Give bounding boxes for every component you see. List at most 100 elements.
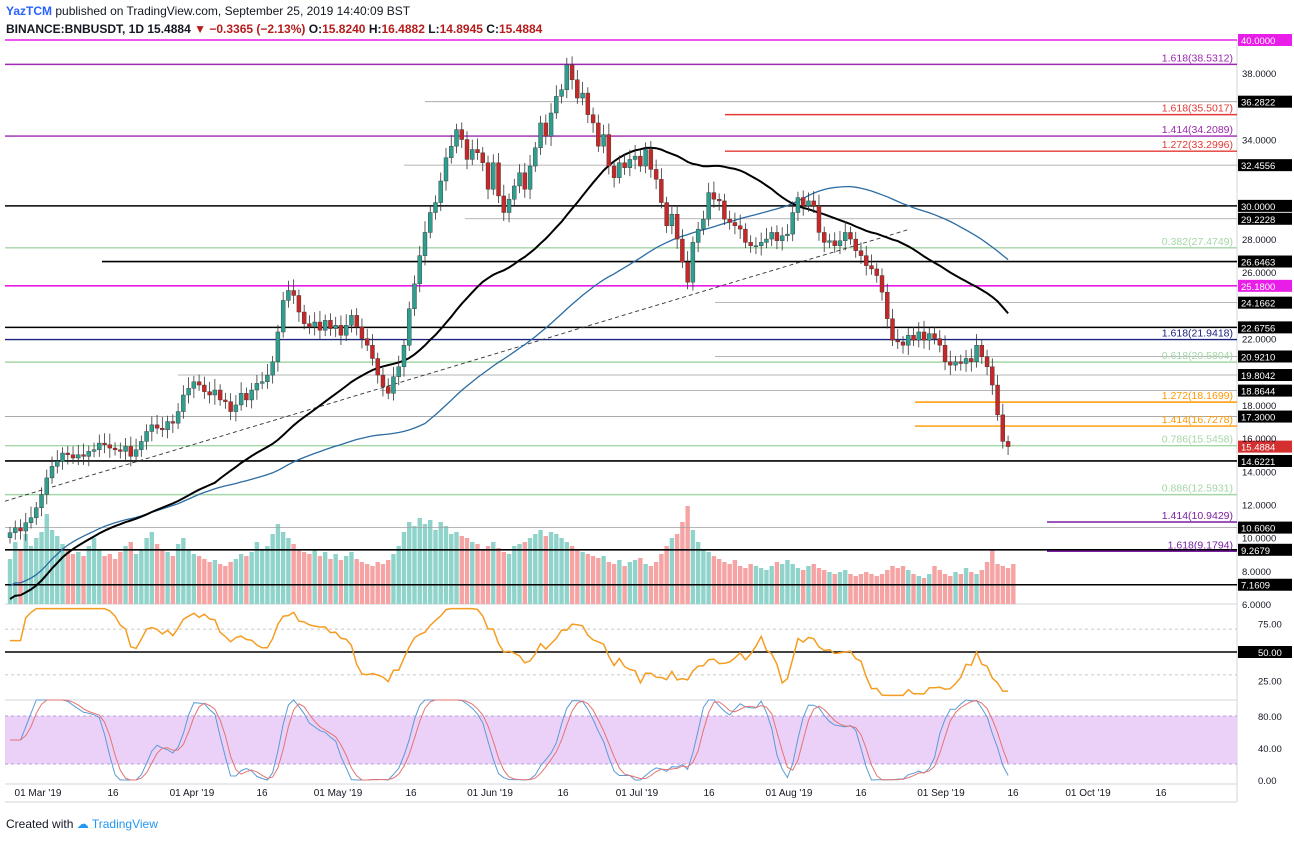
price-tag	[1238, 199, 1292, 212]
volume-bar	[774, 562, 780, 604]
candle	[286, 290, 291, 301]
volume-bar	[590, 556, 596, 604]
volume-bar	[160, 549, 165, 604]
candle	[653, 169, 659, 180]
candle	[543, 122, 549, 137]
candle	[643, 149, 648, 167]
fib-level-label: 0.886(12.5931)	[1162, 483, 1233, 495]
candle	[953, 361, 958, 366]
volume-bar	[921, 578, 927, 604]
volume-bar	[70, 554, 76, 604]
volume-bar	[202, 559, 207, 604]
price-tag-label: 17.3000	[1241, 413, 1275, 424]
candle	[154, 424, 160, 429]
price-tag-label: 18.8644	[1241, 387, 1275, 398]
candle	[843, 232, 848, 241]
volume-bar	[958, 574, 963, 604]
volume-bar	[34, 538, 39, 604]
volume-bar	[674, 534, 680, 604]
candle	[76, 454, 81, 459]
volume-bar	[906, 570, 911, 604]
stoch-k-line	[10, 699, 1009, 781]
author-name[interactable]: YazTCM	[6, 4, 53, 18]
candle	[55, 461, 60, 467]
volume-bar	[18, 549, 23, 604]
close-value: 15.4884	[498, 22, 543, 36]
price-tag-label: 15.4884	[1241, 443, 1275, 454]
candle	[443, 157, 449, 182]
candle	[674, 213, 680, 240]
volume-bar	[422, 524, 428, 604]
stoch-tick-label: 0.00	[1258, 776, 1277, 787]
candle	[548, 112, 554, 137]
rsi-tick-label: 50.00	[1258, 648, 1282, 659]
candle	[485, 162, 491, 190]
volume-bar	[858, 574, 864, 604]
volume-bar	[758, 568, 764, 604]
volume-bar	[207, 562, 212, 604]
volume-bar	[879, 574, 885, 604]
candle	[412, 283, 417, 309]
price-tick-label: 16.0000	[1242, 434, 1276, 445]
volume-bar	[517, 544, 522, 604]
candle	[312, 321, 317, 328]
price-tag-label: 24.1662	[1241, 299, 1275, 310]
candle	[990, 366, 995, 386]
price-tick-label: 10.0000	[1242, 534, 1276, 545]
volume-bar	[454, 532, 459, 604]
time-tick-label: 01 Jul '19	[616, 788, 659, 799]
tradingview-brand[interactable]: TradingView	[91, 817, 158, 831]
volume-bar	[212, 560, 218, 604]
volume-bar	[680, 522, 685, 604]
volume-bar	[265, 546, 270, 604]
time-tick-label: 01 Mar '19	[15, 788, 62, 799]
candle	[65, 452, 70, 455]
candle	[711, 192, 717, 200]
candle	[97, 442, 102, 450]
volume-bar	[170, 556, 176, 604]
price-tag	[1238, 384, 1292, 397]
candle	[921, 331, 927, 341]
candles	[7, 56, 1011, 544]
candle	[858, 250, 864, 256]
candle	[837, 240, 843, 246]
candle	[501, 195, 506, 213]
candle	[459, 129, 464, 140]
volume-bar	[259, 549, 265, 604]
price-tick-label: 22.0000	[1242, 335, 1276, 346]
symbol-name[interactable]: BINANCE:BNBUSDT, 1D	[6, 22, 145, 36]
candle	[554, 96, 559, 114]
volume-bar	[438, 522, 443, 604]
candle	[265, 374, 270, 382]
volume-bar	[44, 514, 49, 604]
candle	[307, 323, 312, 328]
candle	[575, 79, 580, 99]
candle	[753, 245, 759, 247]
volume-bar	[664, 546, 669, 604]
candle	[701, 218, 706, 230]
volume-bar	[280, 532, 286, 604]
volume-bar	[543, 536, 549, 604]
price-tag	[1238, 521, 1292, 534]
candle	[895, 340, 900, 343]
volume-bar	[149, 532, 155, 604]
candle	[428, 212, 433, 233]
candle	[879, 275, 885, 293]
volume-bar	[617, 560, 622, 604]
volume-bar	[963, 568, 969, 604]
time-tick-label: 16	[405, 788, 417, 799]
price-tag	[1238, 350, 1292, 363]
price-tag	[1238, 369, 1292, 382]
volume-bar	[843, 570, 848, 604]
volume-bar	[984, 562, 990, 604]
candle	[948, 361, 953, 366]
fib-level-label: 1.414(16.7278)	[1162, 414, 1233, 426]
price-tag	[1238, 95, 1292, 108]
volume-bar	[580, 552, 585, 604]
price-tag-label: 36.2822	[1241, 98, 1275, 109]
volume-bar	[827, 572, 832, 604]
chart-header: YazTCM published on TradingView.com, Sep…	[0, 0, 1294, 40]
volume-bar	[343, 556, 349, 604]
price-tag-label: 14.6221	[1241, 457, 1275, 468]
